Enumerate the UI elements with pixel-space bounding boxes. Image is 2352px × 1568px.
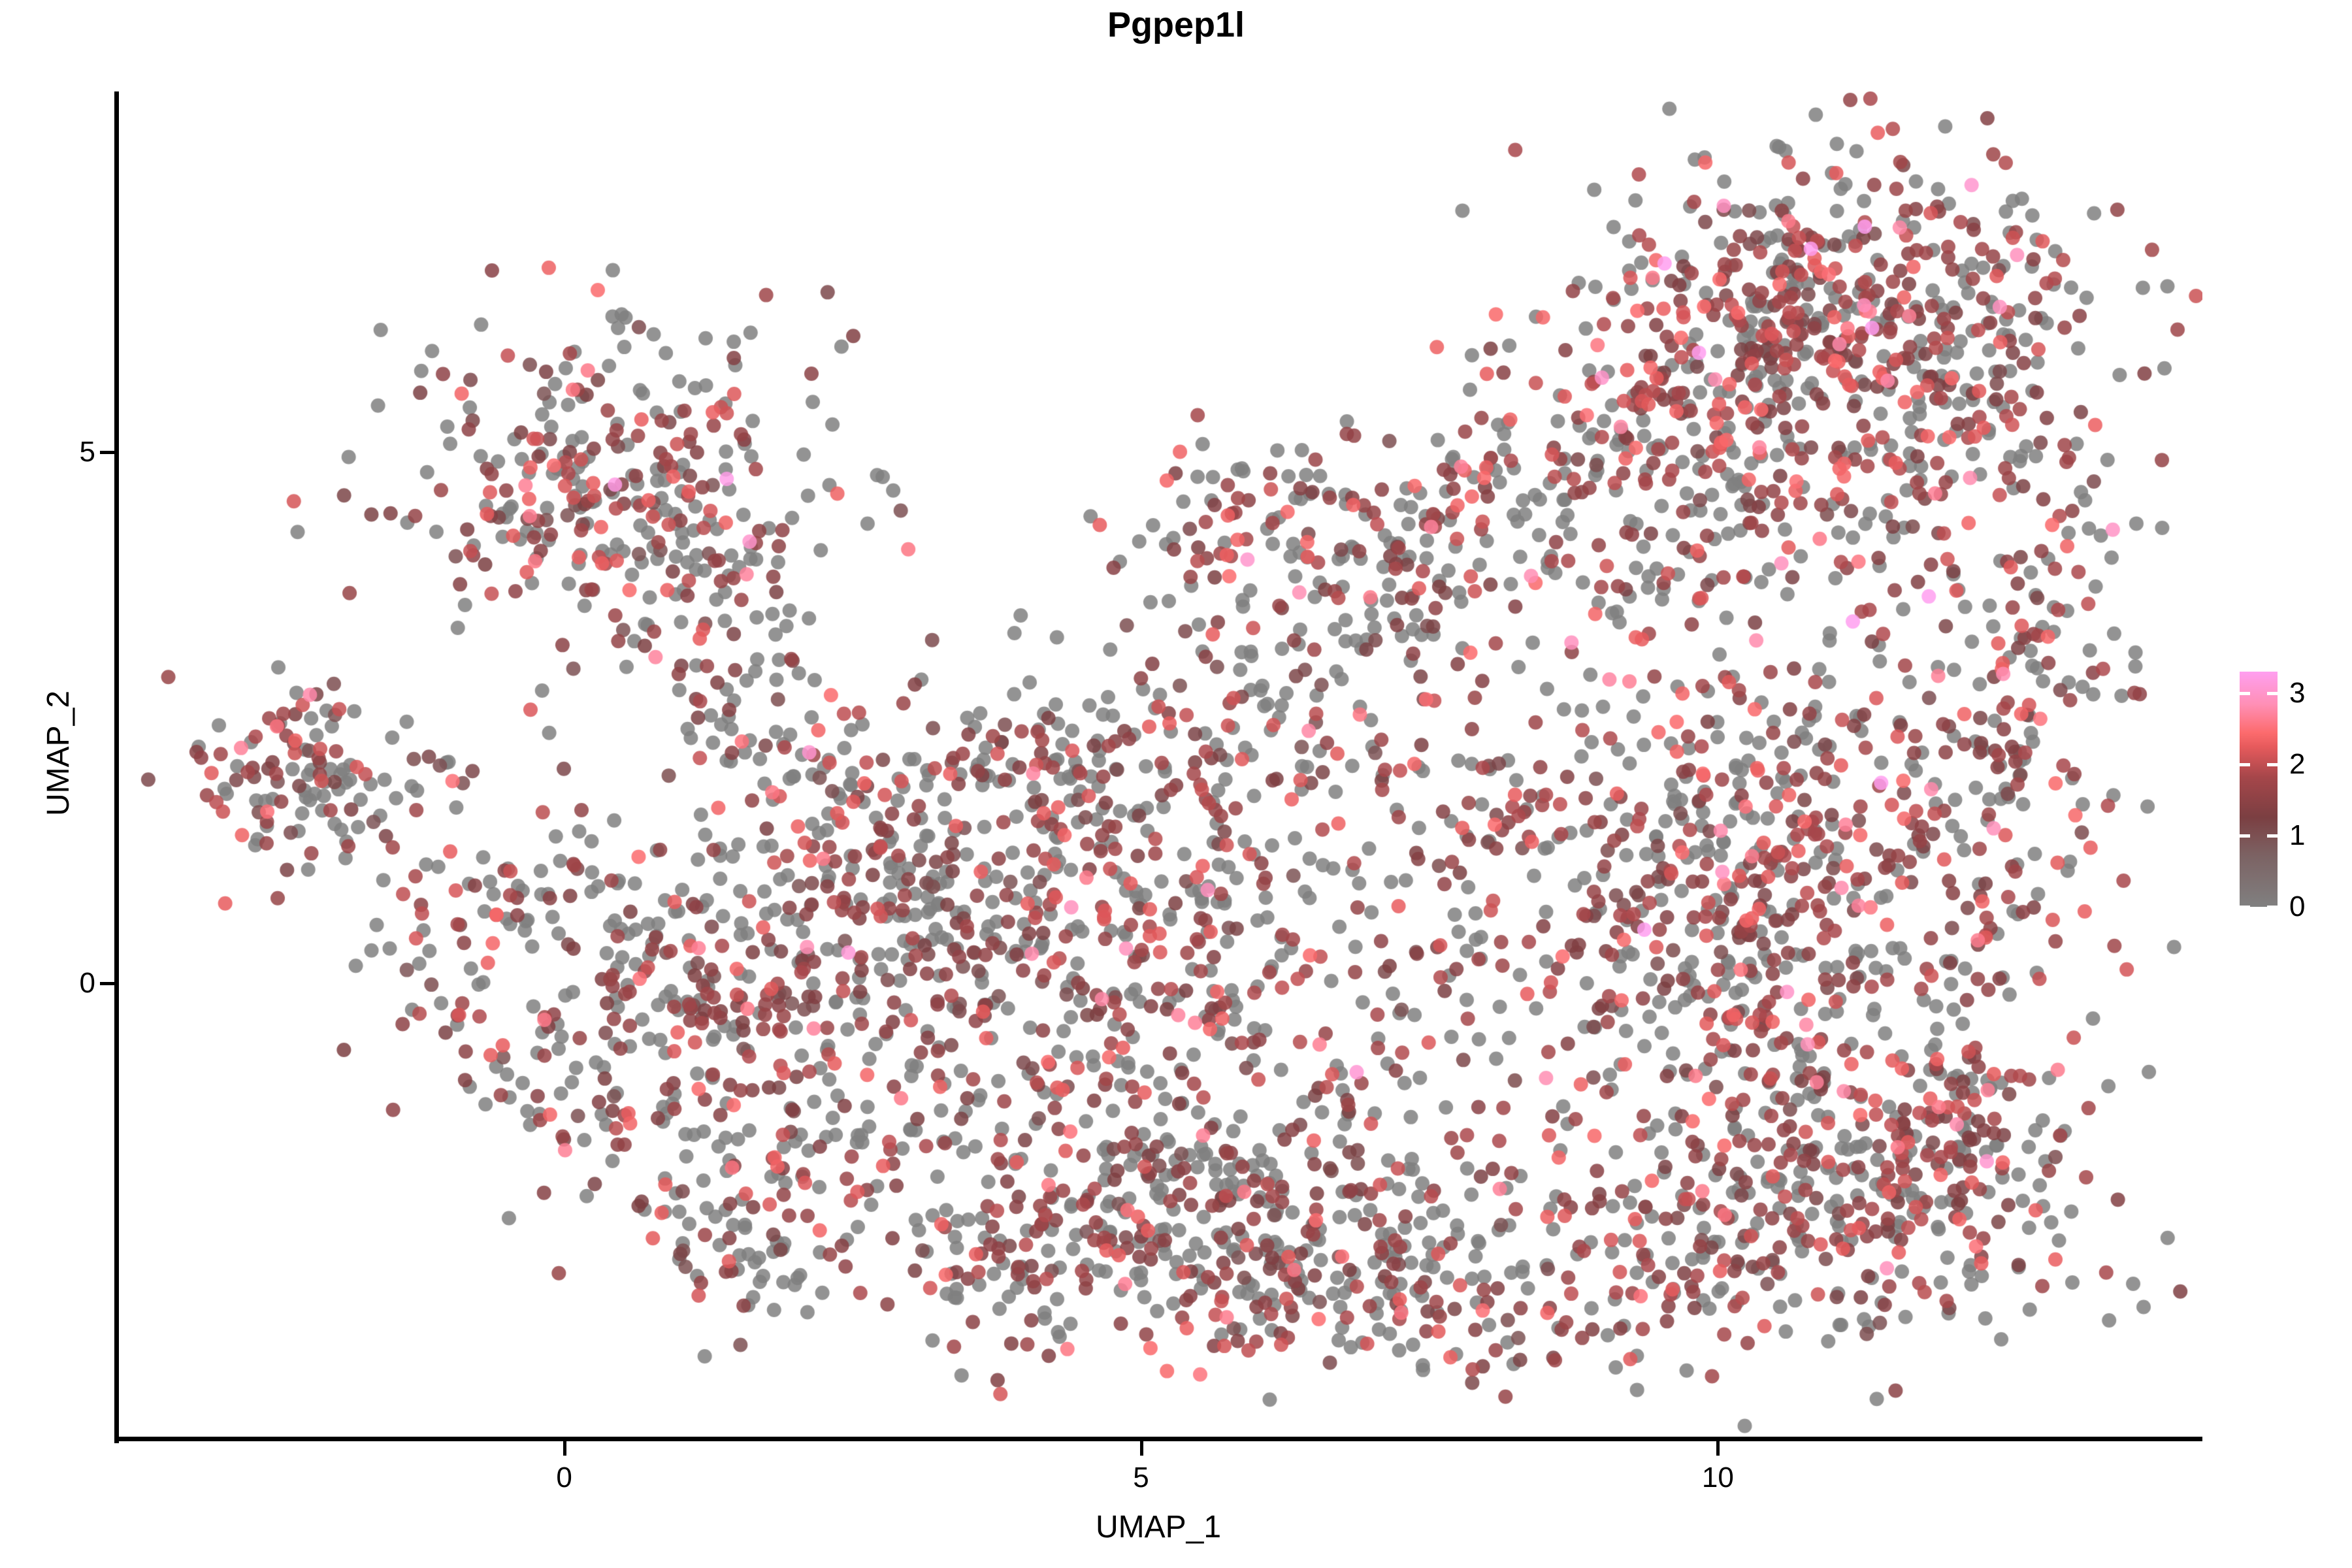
y-tick-label-5: 5 [79, 436, 95, 468]
legend-colorbar: 3 2 1 0 [2240, 672, 2344, 923]
colorbar-tick-2-left [2240, 762, 2250, 766]
colorbar-tick-1-left [2240, 834, 2250, 838]
colorbar-tick-2-right [2267, 762, 2278, 766]
colorbar-gradient [2240, 672, 2278, 907]
x-tick-10 [1716, 1441, 1720, 1456]
colorbar-label-2: 2 [2289, 747, 2306, 780]
y-tick-5 [100, 451, 114, 455]
x-tick-label-5: 5 [1133, 1462, 1149, 1494]
colorbar-tick-0-left [2240, 906, 2250, 909]
y-axis-title: UMAP_2 [41, 690, 76, 817]
colorbar-label-1: 1 [2289, 819, 2306, 851]
colorbar-label-0: 0 [2289, 890, 2306, 923]
x-tick-label-0: 0 [556, 1462, 572, 1494]
page-title: Pgpep1l [1107, 5, 1245, 44]
x-axis-line [114, 1437, 2202, 1441]
x-tick-0 [563, 1441, 566, 1456]
colorbar-label-3: 3 [2289, 676, 2306, 709]
colorbar-tick-1-right [2267, 834, 2278, 838]
x-axis-title: UMAP_1 [1095, 1510, 1222, 1544]
y-tick-0 [100, 981, 114, 985]
colorbar-tick-3-right [2267, 691, 2278, 695]
x-tick-5 [1139, 1441, 1143, 1456]
colorbar-tick-0-right [2267, 906, 2278, 909]
y-axis-line [114, 91, 119, 1443]
plot-panel [114, 91, 2202, 1439]
colorbar-tick-3-left [2240, 691, 2250, 695]
y-tick-label-0: 0 [79, 966, 95, 999]
x-tick-label-10: 10 [1701, 1462, 1734, 1494]
scatter-plot-canvas [114, 91, 2202, 1439]
